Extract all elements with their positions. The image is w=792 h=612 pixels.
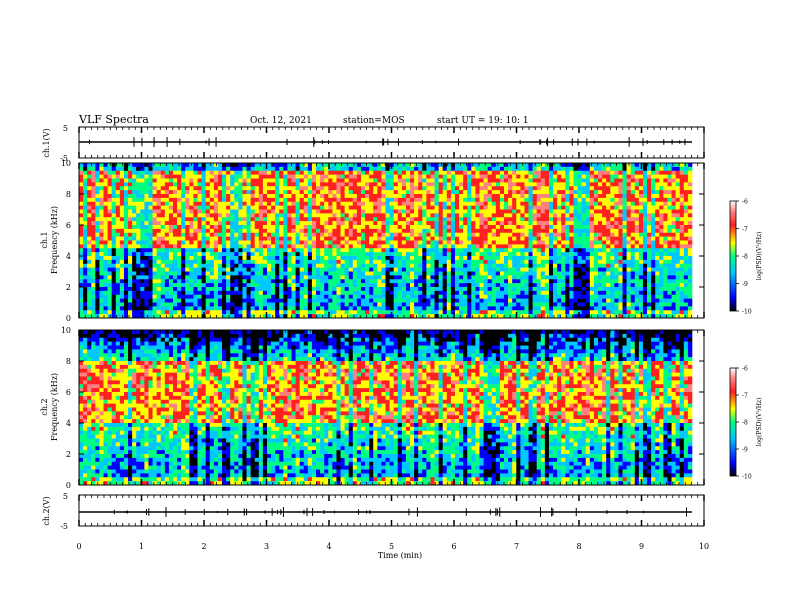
spec1-ytick-label: 2 xyxy=(66,283,71,292)
colorbar-tick-label: -7 xyxy=(742,226,748,233)
x-tick-label: 3 xyxy=(264,542,269,551)
spec2-ytick-label: 2 xyxy=(66,450,71,459)
colorbar-tick-label: -10 xyxy=(742,474,752,481)
ch2-spectrogram-ylabel-2: Frequency (kHz) xyxy=(50,373,59,441)
date-label: Oct. 12, 2021 xyxy=(250,116,312,126)
start-ut-label: start UT = 19: 10: 1 xyxy=(437,116,529,126)
spec2-ytick-label: 8 xyxy=(66,357,71,366)
spec1-ytick-label: 6 xyxy=(66,221,71,230)
ch2-spectrogram-ylabel-1: ch.2 xyxy=(40,398,49,415)
spec1-ytick-label: 10 xyxy=(61,159,71,168)
colorbar-tick-label: -6 xyxy=(742,199,748,206)
colorbar-tick-label: -7 xyxy=(742,393,748,400)
figure-title: VLF Spectra xyxy=(78,113,149,126)
station-label: station=MOS xyxy=(343,116,405,126)
x-tick-label: 9 xyxy=(639,542,644,551)
x-tick-label: 2 xyxy=(201,542,206,551)
x-tick-label: 4 xyxy=(326,542,331,551)
spec2-ytick-label: 4 xyxy=(66,419,71,428)
ch1-colorbar-label: log(PSD)(V²/Hz) xyxy=(756,232,763,281)
ch1-spectrogram-ylabel-1: ch.1 xyxy=(40,231,49,248)
spec1-ytick-label: 4 xyxy=(66,252,71,261)
ch2-ytick-max: 5 xyxy=(63,492,68,501)
ch1-spectrogram-panel: 0 2 4 6 8 10 ch.1 Frequency (kHz) xyxy=(40,159,705,323)
x-axis: 0 1 2 3 4 5 6 7 8 9 10 xyxy=(76,127,709,551)
ch1-ytick-max: 5 xyxy=(63,124,68,133)
x-tick-label: 1 xyxy=(139,542,144,551)
ch2-ytick-min: -5 xyxy=(60,522,68,531)
ch2-colorbar: -6 -7 -8 -9 -10 log(PSD)(V²/Hz) xyxy=(729,366,763,481)
x-tick-label: 0 xyxy=(76,542,81,551)
ch2-spectrogram-image xyxy=(79,330,704,486)
colorbar-tick-label: -10 xyxy=(742,309,752,316)
ch1-spectrogram-image xyxy=(79,163,704,319)
x-axis-label: Time (min) xyxy=(378,551,422,560)
ch1-colorbar: -6 -7 -8 -9 -10 log(PSD)(V²/Hz) xyxy=(729,199,763,316)
colorbar-tick-label: -8 xyxy=(742,420,748,427)
spec2-ytick-label: 6 xyxy=(66,388,71,397)
x-tick-label: 6 xyxy=(451,542,456,551)
colorbar-tick-label: -9 xyxy=(742,281,748,288)
ch1-spectrogram-ylabel-2: Frequency (kHz) xyxy=(50,206,59,274)
ch2-spectrogram-panel: 0 2 4 6 8 10 ch.2 Frequency (kHz) xyxy=(40,326,705,490)
spec2-ytick-label: 0 xyxy=(66,481,71,490)
ch1-ytick-min: -5 xyxy=(60,154,68,163)
spec2-ytick-label: 10 xyxy=(61,326,71,335)
ch1-waveform-ylabel: ch.1(V) xyxy=(42,128,51,157)
x-tick-label: 5 xyxy=(389,542,394,551)
colorbar-tick-label: -9 xyxy=(742,447,748,454)
ch2-colorbar-label: log(PSD)(V²/Hz) xyxy=(756,398,763,447)
colorbar-tick-label: -6 xyxy=(742,366,748,373)
x-tick-label: 10 xyxy=(699,542,709,551)
x-tick-label: 8 xyxy=(576,542,581,551)
ch2-waveform-ylabel: ch.2(V) xyxy=(42,496,51,525)
colorbar-tick-label: -8 xyxy=(742,254,748,261)
x-tick-label: 7 xyxy=(514,542,519,551)
spec1-ytick-label: 0 xyxy=(66,314,71,323)
spec1-ytick-label: 8 xyxy=(66,190,71,199)
